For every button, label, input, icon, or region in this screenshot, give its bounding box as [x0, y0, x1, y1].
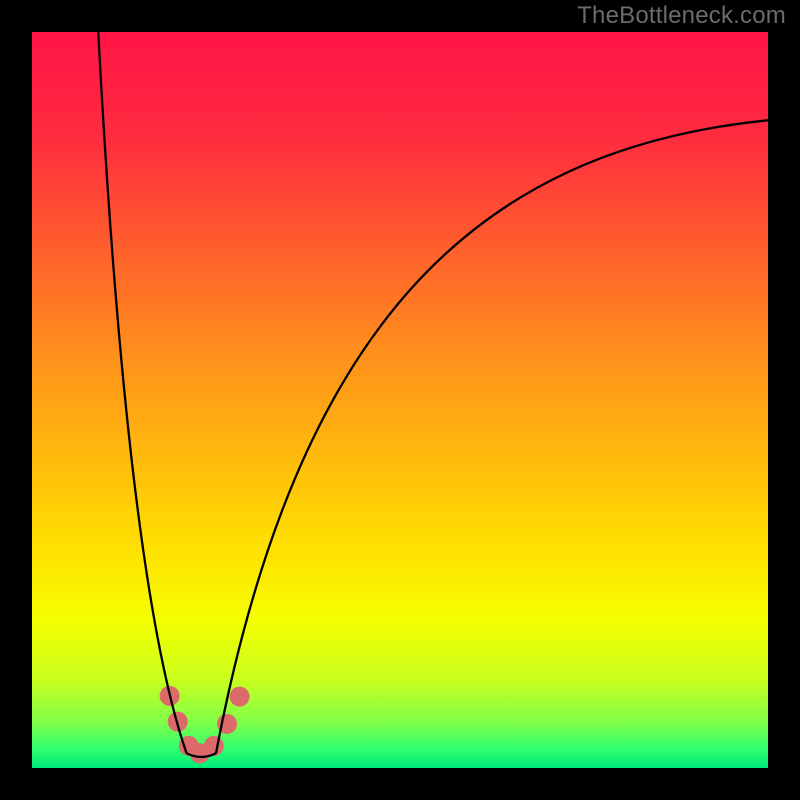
- plot-background: [32, 32, 768, 768]
- watermark-text: TheBottleneck.com: [577, 2, 786, 30]
- valley-marker: [230, 687, 250, 707]
- chart-svg: [0, 0, 800, 800]
- valley-marker: [204, 736, 224, 756]
- chart-stage: TheBottleneck.com: [0, 0, 800, 800]
